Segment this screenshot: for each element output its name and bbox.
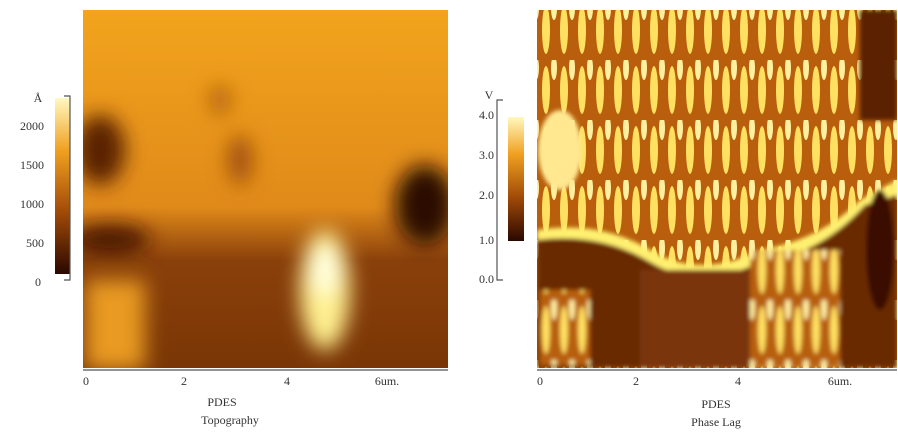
x-tick-label: 6um.	[828, 374, 852, 388]
scale-tick-label: 1.0	[479, 233, 494, 247]
x-tick-label: 2	[181, 374, 187, 388]
caption: Phase Lag	[691, 415, 741, 429]
x-tick-label: 6um.	[375, 374, 399, 388]
colorbar	[508, 117, 524, 241]
colorbar	[55, 98, 70, 274]
sample-label: PDES	[701, 397, 730, 411]
scale-tick-label: 2000	[20, 119, 44, 133]
scale-tick-label: 1000	[20, 197, 44, 211]
scale-tick-label: 0.0	[479, 272, 494, 286]
caption: Topography	[201, 413, 259, 427]
phase-lag-image	[537, 10, 897, 368]
x-tick-label: 2	[633, 374, 639, 388]
scale-tick-label: 4.0	[479, 108, 494, 122]
scale-tick-label: 3.0	[479, 148, 494, 162]
unit: Å	[34, 91, 43, 105]
figure: Å 2000 1500 1000 500 0 0 2 4 6um. PDES T…	[0, 0, 898, 434]
scale-tick-label: 0	[35, 275, 41, 289]
x-tick-label: 4	[284, 374, 290, 388]
x-tick-label: 0	[537, 374, 543, 388]
colorbar-axis	[497, 100, 503, 280]
topography-image	[70, 10, 455, 370]
sample-label: PDES	[207, 395, 236, 409]
x-tick-label: 4	[735, 374, 741, 388]
scale-tick-label: 2.0	[479, 188, 494, 202]
x-tick-label: 0	[83, 374, 89, 388]
scale-tick-label: 500	[26, 236, 44, 250]
unit: V	[485, 88, 494, 102]
scale-tick-label: 1500	[20, 158, 44, 172]
